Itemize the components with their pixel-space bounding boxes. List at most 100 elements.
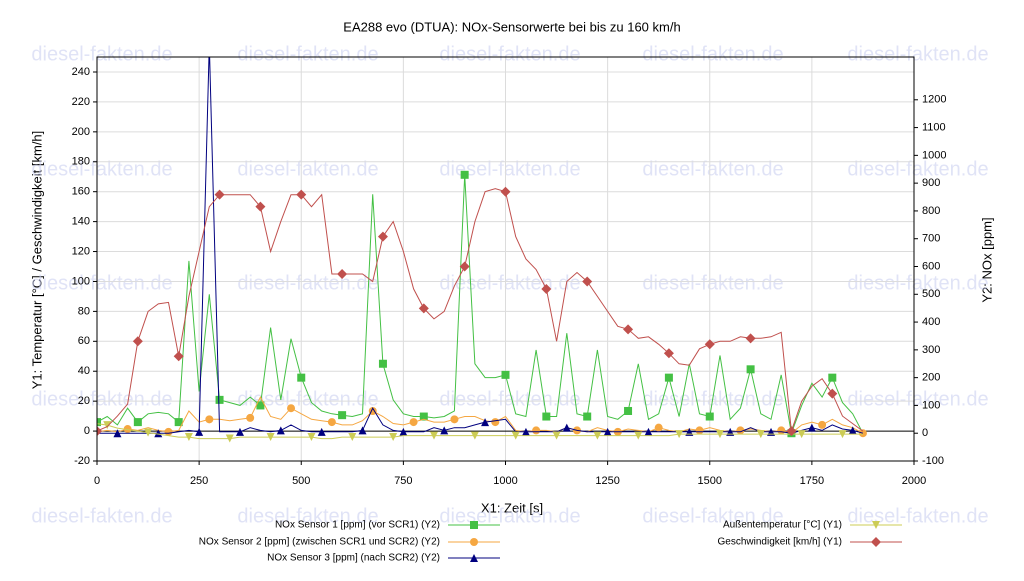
marker <box>470 538 478 546</box>
y2-tick-label: 400 <box>922 316 940 328</box>
marker <box>623 324 634 335</box>
marker <box>745 333 756 344</box>
marker <box>470 431 479 440</box>
y2-tick-label: 100 <box>922 399 940 411</box>
x-tick-label: 2000 <box>902 475 926 487</box>
watermark: diesel-fakten.de <box>642 43 783 65</box>
marker <box>205 415 214 424</box>
plot-area <box>97 57 867 443</box>
chart-title: EA288 evo (DTUA): NOx-Sensorwerte bei bi… <box>343 19 680 34</box>
series-line <box>97 395 864 434</box>
watermark: diesel-fakten.de <box>237 505 378 527</box>
watermark: diesel-fakten.de <box>237 388 378 410</box>
marker <box>500 186 511 197</box>
marker <box>418 303 429 314</box>
y-tick-label: 80 <box>78 305 90 317</box>
marker <box>337 268 348 279</box>
marker <box>470 554 478 562</box>
watermark: diesel-fakten.de <box>847 505 988 527</box>
x-tick-label: 1000 <box>493 475 517 487</box>
marker <box>541 283 552 294</box>
y-tick-label: 140 <box>72 216 90 228</box>
marker <box>848 426 857 435</box>
marker <box>470 521 478 529</box>
y2-tick-label: 500 <box>922 288 940 300</box>
marker <box>399 427 408 436</box>
y2-tick-label: 900 <box>922 177 940 189</box>
y2-tick-label: 1000 <box>922 149 946 161</box>
y2-axis-label: Y2: NOx [ppm] <box>979 217 994 302</box>
marker <box>746 365 755 374</box>
y2-tick-label: 200 <box>922 372 940 384</box>
legend: NOx Sensor 1 [ppm] (vor SCR1) (Y2) NOx Se… <box>199 520 902 564</box>
watermark: diesel-fakten.de <box>439 388 580 410</box>
marker <box>338 411 347 420</box>
marker <box>664 373 673 382</box>
marker <box>511 431 520 440</box>
series-line <box>97 57 864 434</box>
y-tick-label: 40 <box>78 365 90 377</box>
watermark: diesel-fakten.de <box>642 272 783 294</box>
marker <box>871 537 881 547</box>
marker <box>818 420 827 429</box>
legend-label: NOx Sensor 2 [ppm] (zwischen SCR1 und SC… <box>199 537 440 548</box>
y-tick-label: 240 <box>72 66 90 78</box>
marker <box>582 276 593 287</box>
marker <box>858 429 867 438</box>
marker <box>532 426 541 435</box>
legend-label: Außentemperatur [°C] (Y1) <box>723 520 842 531</box>
marker <box>634 431 643 440</box>
watermark: diesel-fakten.de <box>31 43 172 65</box>
marker <box>872 521 880 529</box>
marker <box>348 433 357 442</box>
watermark: diesel-fakten.de <box>31 272 172 294</box>
marker <box>246 413 255 422</box>
marker <box>440 426 449 435</box>
x-tick-label: 250 <box>190 475 208 487</box>
marker <box>276 426 285 435</box>
watermark: diesel-fakten.de <box>31 158 172 180</box>
marker <box>132 336 143 347</box>
marker <box>287 404 296 413</box>
marker <box>377 231 388 242</box>
marker <box>256 401 265 410</box>
marker <box>715 430 724 439</box>
marker <box>307 433 316 442</box>
marker <box>430 431 439 440</box>
marker <box>827 388 838 399</box>
marker <box>644 427 653 436</box>
y-tick-label: 20 <box>78 395 90 407</box>
marker <box>235 427 244 436</box>
marker <box>97 426 102 437</box>
marker <box>103 421 112 430</box>
marker <box>797 430 806 439</box>
x-tick-label: 0 <box>94 475 100 487</box>
watermark: diesel-fakten.de <box>847 158 988 180</box>
marker <box>491 418 500 427</box>
y2-tick-label: 600 <box>922 260 940 272</box>
series-line <box>97 174 864 436</box>
watermark: diesel-fakten.de <box>237 158 378 180</box>
marker <box>327 418 336 427</box>
marker <box>552 431 561 440</box>
watermark: diesel-fakten.de <box>439 505 580 527</box>
marker <box>603 427 612 436</box>
marker <box>225 434 234 443</box>
y2-tick-label: 300 <box>922 344 940 356</box>
marker <box>521 427 530 436</box>
marker <box>654 423 663 432</box>
watermark: diesel-fakten.de <box>439 43 580 65</box>
y-tick-label: -20 <box>74 455 90 467</box>
marker <box>378 359 387 368</box>
y-tick-label: 180 <box>72 156 90 168</box>
watermark: diesel-fakten.de <box>237 272 378 294</box>
marker <box>459 261 470 272</box>
watermark: diesel-fakten.de <box>439 158 580 180</box>
marker <box>481 418 490 427</box>
marker <box>173 351 184 362</box>
marker <box>215 395 224 404</box>
marker <box>266 433 275 442</box>
y-tick-label: 0 <box>84 425 90 437</box>
marker <box>786 426 797 437</box>
